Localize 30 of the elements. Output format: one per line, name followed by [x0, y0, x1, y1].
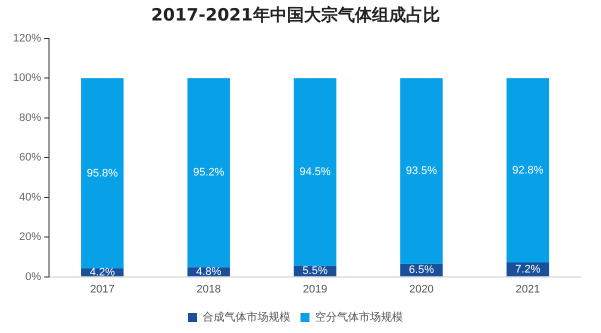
y-tick-label: 100% [12, 72, 42, 84]
data-label: 7.2% [515, 263, 541, 276]
x-tick-label: 2017 [90, 283, 115, 296]
data-label: 5.5% [302, 265, 328, 278]
data-label: 94.5% [299, 166, 331, 178]
legend-label: 空分气体市场规模 [315, 310, 403, 324]
y-tick-label: 120% [12, 32, 42, 44]
data-label: 92.8% [512, 164, 544, 176]
bar [400, 78, 443, 264]
bar [81, 78, 124, 268]
data-label: 4.2% [90, 266, 116, 278]
data-label: 95.8% [86, 167, 118, 180]
x-tick-label: 2020 [409, 283, 434, 296]
x-tick-label: 2021 [516, 283, 540, 296]
y-tick-label: 60% [19, 152, 42, 164]
y-tick-label: 40% [19, 191, 42, 204]
bar [187, 78, 230, 268]
x-tick-label: 2018 [196, 283, 221, 296]
chart-title: 2017-2021年中国大宗气体组成占比 [151, 6, 440, 26]
y-tick-label: 80% [19, 112, 42, 124]
bar [506, 78, 550, 262]
x-tick-label: 2019 [302, 283, 328, 296]
data-label: 95.2% [193, 166, 224, 179]
legend-label: 合成气体市场规模 [202, 310, 290, 324]
y-tick-label: 0% [25, 270, 42, 283]
data-label: 4.8% [196, 266, 222, 278]
y-tick-label: 20% [19, 231, 42, 244]
bar [294, 78, 336, 266]
data-label: 6.5% [408, 264, 434, 276]
data-label: 93.5% [406, 165, 438, 178]
